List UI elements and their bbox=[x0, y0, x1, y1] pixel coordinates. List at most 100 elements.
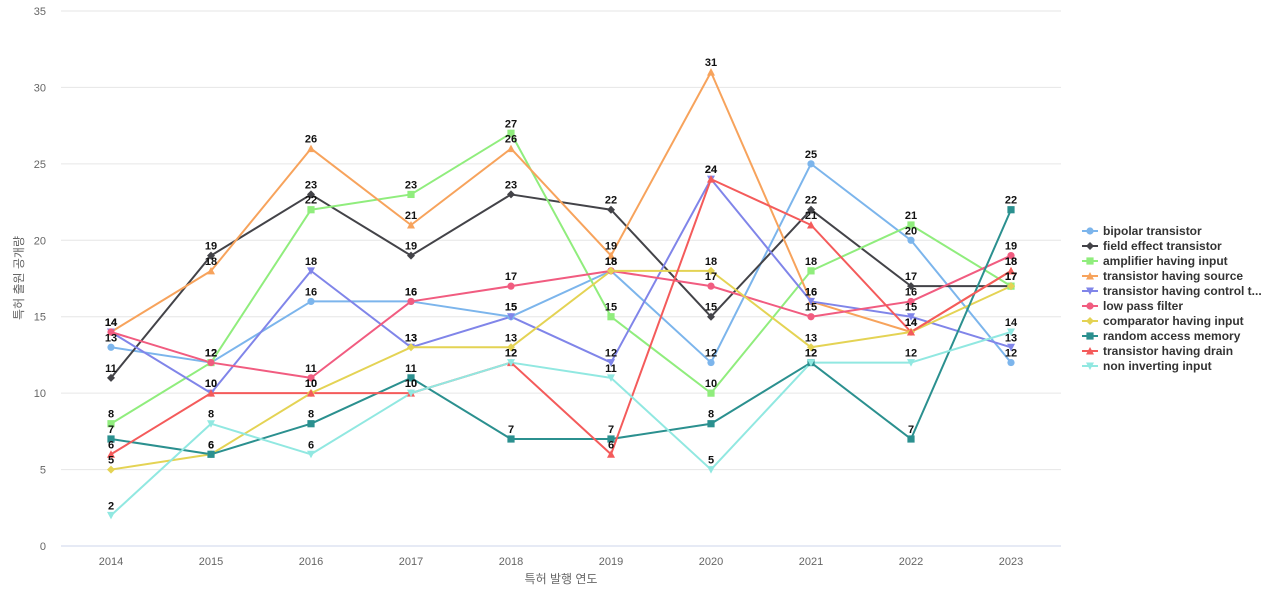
data-point-transistor-having-control-t bbox=[607, 359, 615, 367]
data-label-amplifier-having-input: 23 bbox=[405, 179, 417, 191]
data-label-transistor-having-drain: 10 bbox=[205, 378, 217, 390]
data-label-field-effect-transistor: 19 bbox=[405, 241, 417, 253]
series-line-bipolar-transistor bbox=[110, 162, 1012, 364]
legend-marker bbox=[1086, 362, 1094, 370]
data-point-field-effect-transistor bbox=[807, 205, 815, 214]
data-label-transistor-having-control-t: 15 bbox=[505, 302, 517, 314]
legend-item-non-inverting-input[interactable]: non inverting input bbox=[1082, 359, 1212, 373]
y-tick-label: 25 bbox=[34, 159, 46, 171]
data-label-amplifier-having-input: 17 bbox=[1005, 271, 1017, 283]
data-label-non-inverting-input: 6 bbox=[308, 439, 314, 451]
legend-item-low-pass-filter[interactable]: low pass filter bbox=[1082, 299, 1183, 313]
data-point-field-effect-transistor bbox=[607, 205, 615, 214]
data-label-non-inverting-input: 12 bbox=[905, 348, 917, 360]
data-label-non-inverting-input: 12 bbox=[505, 348, 517, 360]
data-label-non-inverting-input: 11 bbox=[605, 363, 617, 375]
data-label-transistor-having-drain: 24 bbox=[705, 164, 718, 176]
data-label-transistor-having-source: 14 bbox=[105, 317, 118, 329]
data-point-random-access-memory bbox=[607, 435, 615, 443]
series-markers bbox=[107, 68, 1015, 520]
data-point-transistor-having-source bbox=[707, 68, 715, 76]
legend-item-transistor-having-control-t[interactable]: transistor having control t... bbox=[1082, 284, 1262, 298]
data-label-field-effect-transistor: 11 bbox=[105, 363, 117, 375]
data-label-amplifier-having-input: 27 bbox=[505, 118, 517, 130]
data-point-transistor-having-drain bbox=[607, 450, 615, 458]
data-label-bipolar-transistor: 12 bbox=[705, 348, 717, 360]
data-point-amplifier-having-input bbox=[907, 221, 915, 229]
data-label-non-inverting-input: 10 bbox=[405, 378, 417, 390]
data-point-low-pass-filter bbox=[807, 313, 815, 321]
legend-item-transistor-having-drain[interactable]: transistor having drain bbox=[1082, 344, 1233, 358]
legend-item-field-effect-transistor[interactable]: field effect transistor bbox=[1082, 239, 1222, 253]
data-label-transistor-having-control-t: 24 bbox=[705, 164, 718, 176]
data-point-low-pass-filter bbox=[707, 282, 715, 290]
legend-label: field effect transistor bbox=[1103, 239, 1222, 253]
data-point-comparator-having-input bbox=[607, 266, 615, 275]
data-label-bipolar-transistor: 16 bbox=[305, 286, 317, 298]
data-point-random-access-memory bbox=[207, 450, 215, 458]
y-tick-label: 5 bbox=[40, 465, 46, 477]
data-label-comparator-having-input: 13 bbox=[505, 332, 517, 344]
data-point-bipolar-transistor bbox=[807, 160, 815, 168]
data-point-low-pass-filter bbox=[507, 282, 515, 290]
data-label-random-access-memory: 7 bbox=[508, 424, 514, 436]
data-label-field-effect-transistor: 23 bbox=[505, 179, 517, 191]
data-label-transistor-having-source: 31 bbox=[705, 57, 717, 69]
data-label-transistor-having-source: 26 bbox=[505, 134, 517, 146]
legend-label: comparator having input bbox=[1103, 314, 1244, 328]
series-line-non-inverting-input bbox=[110, 331, 1012, 517]
legend-item-random-access-memory[interactable]: random access memory bbox=[1082, 329, 1241, 343]
data-label-transistor-having-control-t: 16 bbox=[805, 286, 817, 298]
data-point-bipolar-transistor bbox=[307, 297, 315, 306]
data-label-transistor-having-drain: 10 bbox=[305, 378, 317, 390]
series-line-amplifier-having-input bbox=[110, 132, 1012, 425]
legend-item-transistor-having-source[interactable]: transistor having source bbox=[1082, 269, 1243, 283]
data-label-transistor-having-control-t: 12 bbox=[605, 348, 617, 360]
data-label-low-pass-filter: 16 bbox=[405, 286, 417, 298]
data-point-non-inverting-input bbox=[307, 450, 315, 459]
data-label-transistor-having-drain: 6 bbox=[108, 439, 114, 451]
data-point-bipolar-transistor bbox=[707, 358, 715, 367]
data-point-random-access-memory bbox=[307, 420, 315, 428]
x-tick-label: 2022 bbox=[899, 556, 923, 568]
y-tick-label: 30 bbox=[34, 82, 46, 94]
data-label-low-pass-filter: 11 bbox=[305, 363, 317, 375]
data-label-comparator-having-input: 14 bbox=[905, 317, 918, 329]
data-label-transistor-having-control-t: 13 bbox=[1005, 332, 1017, 344]
data-label-transistor-having-source: 19 bbox=[605, 241, 617, 253]
data-label-random-access-memory: 22 bbox=[1005, 195, 1017, 207]
legend-item-bipolar-transistor[interactable]: bipolar transistor bbox=[1082, 224, 1202, 238]
data-point-comparator-having-input bbox=[407, 343, 415, 352]
data-label-transistor-having-source: 26 bbox=[305, 134, 317, 146]
data-point-random-access-memory bbox=[507, 435, 515, 443]
data-point-random-access-memory bbox=[407, 374, 415, 382]
series-lines bbox=[110, 71, 1012, 517]
data-label-low-pass-filter: 19 bbox=[1005, 241, 1017, 253]
data-label-transistor-having-source: 18 bbox=[1005, 256, 1017, 268]
y-tick-label: 20 bbox=[34, 235, 46, 247]
data-point-amplifier-having-input bbox=[807, 267, 815, 275]
x-axis-title: 특허 발행 연도 bbox=[525, 571, 598, 586]
legend-item-comparator-having-input[interactable]: comparator having input bbox=[1082, 314, 1244, 328]
data-point-transistor-having-control-t bbox=[1007, 343, 1015, 352]
data-point-transistor-having-control-t bbox=[307, 267, 315, 275]
data-point-random-access-memory bbox=[1007, 206, 1015, 214]
data-label-random-access-memory: 6 bbox=[208, 439, 214, 451]
data-point-non-inverting-input bbox=[1007, 328, 1015, 336]
data-point-transistor-having-source bbox=[507, 144, 515, 153]
series-line-random-access-memory bbox=[110, 209, 1012, 456]
data-point-transistor-having-source bbox=[607, 251, 615, 260]
legend-item-amplifier-having-input[interactable]: amplifier having input bbox=[1082, 254, 1228, 268]
data-point-random-access-memory bbox=[907, 435, 915, 443]
data-label-comparator-having-input: 13 bbox=[805, 332, 817, 344]
data-point-bipolar-transistor bbox=[107, 343, 115, 351]
data-point-transistor-having-drain bbox=[1007, 266, 1015, 275]
data-label-transistor-having-drain: 12 bbox=[505, 348, 517, 360]
data-label-field-effect-transistor: 17 bbox=[1005, 271, 1017, 283]
data-point-amplifier-having-input bbox=[107, 420, 115, 428]
data-point-field-effect-transistor bbox=[407, 251, 415, 260]
legend-marker bbox=[1086, 272, 1094, 280]
data-label-field-effect-transistor: 22 bbox=[605, 195, 617, 207]
data-label-transistor-having-control-t: 14 bbox=[105, 317, 118, 329]
